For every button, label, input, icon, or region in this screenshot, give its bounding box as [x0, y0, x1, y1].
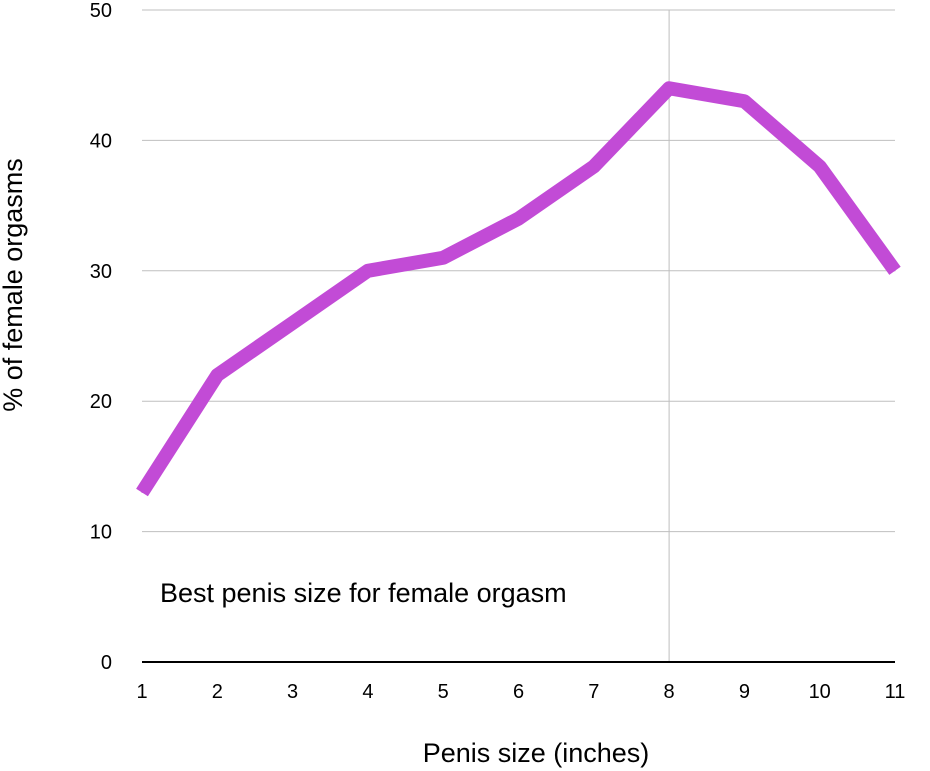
- grid-lines: [142, 9, 895, 533]
- data-point: [593, 165, 595, 167]
- x-tick-label: 11: [885, 681, 906, 703]
- x-tick-label: 8: [664, 681, 675, 703]
- y-tick-labels: 0 10 20 30 40 50: [90, 0, 112, 674]
- data-point: [894, 270, 896, 272]
- data-point: [668, 87, 670, 89]
- y-axis-title: % of female orgasms: [0, 158, 28, 412]
- x-tick-label: 10: [809, 681, 831, 703]
- chart-annotation: Best penis size for female orgasm: [160, 578, 567, 608]
- x-tick-label: 6: [513, 681, 524, 703]
- data-point: [743, 100, 745, 102]
- x-tick-label: 3: [287, 681, 298, 703]
- y-tick-label: 50: [90, 0, 112, 22]
- x-tick-label: 4: [362, 681, 373, 703]
- data-point: [216, 374, 218, 376]
- x-tick-label: 7: [588, 681, 599, 703]
- x-tick-label: 1: [136, 681, 147, 703]
- y-tick-label: 20: [90, 391, 112, 413]
- data-point: [141, 491, 143, 493]
- x-tick-labels: 1 2 3 4 5 6 7 8 9 10 11: [136, 681, 905, 703]
- series-group: [136, 81, 901, 497]
- y-tick-label: 0: [101, 652, 112, 674]
- data-point: [518, 218, 519, 220]
- data-point: [292, 322, 294, 324]
- y-tick-label: 10: [90, 522, 112, 544]
- x-tick-label: 5: [438, 681, 449, 703]
- y-tick-label: 40: [90, 130, 112, 152]
- y-tick-label: 30: [90, 261, 112, 283]
- series-line-0: [136, 81, 901, 497]
- x-axis-title: Penis size (inches): [423, 738, 650, 768]
- x-tick-label: 2: [212, 681, 223, 703]
- data-point: [367, 270, 369, 272]
- data-point: [442, 257, 444, 259]
- data-point: [819, 165, 821, 167]
- x-tick-label: 9: [739, 681, 750, 703]
